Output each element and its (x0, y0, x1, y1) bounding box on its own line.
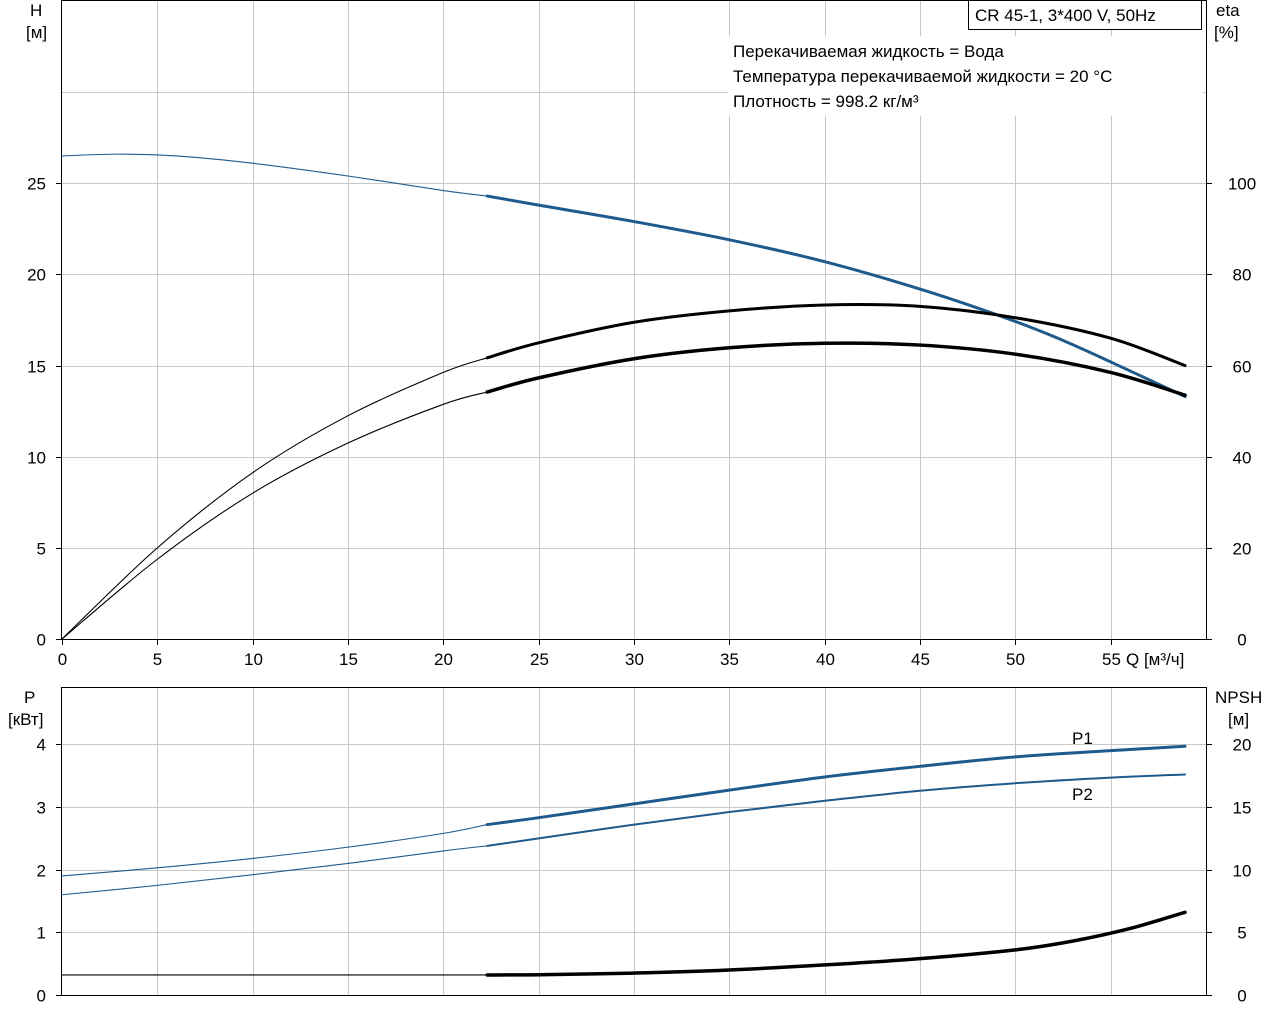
left-axis-tick-label: 3 (37, 799, 46, 818)
x-axis-tick-label: 30 (625, 650, 644, 669)
info-line-temperature: Температура перекачиваемой жидкости = 20… (733, 67, 1112, 86)
right-axis-tick-label: 80 (1233, 266, 1252, 285)
bottom-plot-frame (61, 687, 1207, 996)
right-axis-tick-label: 0 (1237, 631, 1246, 650)
bottom-curves (61, 744, 1187, 977)
left-axis-tick-label: 5 (37, 540, 46, 559)
left-axis-tick-label: 1 (37, 924, 46, 943)
power-npsh-panel: 0 1 2 3 4 0 5 10 15 20 P [кВт] NPSH [м] P1 P2 (8, 687, 1262, 1006)
left-axis-tick-label: 0 (37, 631, 46, 650)
right-axis-tick-label: 60 (1233, 358, 1252, 377)
left-axis-tick-label: 4 (37, 736, 46, 755)
curve-eta-extended (61, 357, 488, 640)
top-x-axis-title: Q [м³/ч] (1126, 650, 1184, 669)
info-box-background (728, 36, 1203, 116)
right-axis-tick-label: 40 (1233, 449, 1252, 468)
top-right-axis-unit: [%] (1214, 23, 1239, 42)
info-line-density: Плотность = 998.2 кг/м³ (733, 92, 919, 111)
x-axis-tick-label: 0 (58, 650, 67, 669)
left-axis-tick-label: 0 (37, 987, 46, 1006)
x-axis-tick-label: 45 (911, 650, 930, 669)
bottom-left-axis-unit: [кВт] (8, 710, 43, 729)
x-axis-tick-label: 25 (530, 650, 549, 669)
series-label-p1: P1 (1072, 729, 1093, 748)
bottom-right-axis-title: NPSH (1215, 688, 1262, 707)
top-left-axis-unit: [м] (26, 23, 47, 42)
curve-p2-extended (61, 845, 488, 896)
x-axis-tick-label: 5 (153, 650, 162, 669)
top-right-axis-title: eta (1216, 1, 1240, 20)
x-axis-tick-label: 35 (720, 650, 739, 669)
bottom-right-axis-unit: [м] (1228, 710, 1249, 729)
x-axis-tick-label: 55 (1102, 650, 1121, 669)
series-label-p2: P2 (1072, 785, 1093, 804)
bottom-left-axis-title: P (24, 688, 35, 707)
x-axis-tick-label: 10 (244, 650, 263, 669)
info-line-fluid: Перекачиваемая жидкость = Вода (733, 42, 1004, 61)
curve-p1 (485, 744, 1187, 827)
right-axis-tick-label: 20 (1233, 540, 1252, 559)
left-axis-tick-label: 15 (27, 358, 46, 377)
right-axis-tick-label: 15 (1233, 799, 1252, 818)
curve-h (485, 194, 1187, 399)
right-axis-tick-label: 20 (1233, 736, 1252, 755)
curve-eta-total-extended (61, 391, 488, 640)
left-axis-tick-label: 20 (27, 266, 46, 285)
x-axis-tick-label: 20 (434, 650, 453, 669)
top-left-axis-title: H (30, 1, 42, 20)
bottom-ticks: 0 1 2 3 4 0 5 10 15 20 (37, 736, 1252, 1006)
curve-eta-total (485, 341, 1187, 397)
bottom-grid (62, 688, 1206, 995)
curve-npsh (485, 910, 1187, 977)
left-axis-tick-label: 2 (37, 862, 46, 881)
head-efficiency-panel: 0 5 10 15 20 25 0 20 40 60 80 100 0 5 10 15 20 25 30 35 40 45… (26, 0, 1256, 670)
top-curves (61, 153, 1187, 640)
right-axis-tick-label: 5 (1237, 924, 1246, 943)
x-axis-tick-label: 15 (339, 650, 358, 669)
product-label: CR 45-1, 3*400 V, 50Hz (975, 6, 1156, 25)
product-label-box (968, 0, 1202, 30)
left-axis-tick-label: 10 (27, 449, 46, 468)
left-axis-tick-label: 25 (27, 175, 46, 194)
right-axis-tick-label: 100 (1228, 175, 1256, 194)
curve-p2 (486, 773, 1187, 847)
curve-eta (485, 303, 1187, 368)
top-ticks: 0 5 10 15 20 25 0 20 40 60 80 100 0 5 10 15 20 25 30 35 40 45… (27, 175, 1256, 670)
right-axis-tick-label: 10 (1233, 862, 1252, 881)
curve-p1-extended (61, 824, 488, 877)
right-axis-tick-label: 0 (1237, 987, 1246, 1006)
x-axis-tick-label: 50 (1006, 650, 1025, 669)
curve-h-extended (61, 153, 488, 197)
x-axis-tick-label: 40 (816, 650, 835, 669)
